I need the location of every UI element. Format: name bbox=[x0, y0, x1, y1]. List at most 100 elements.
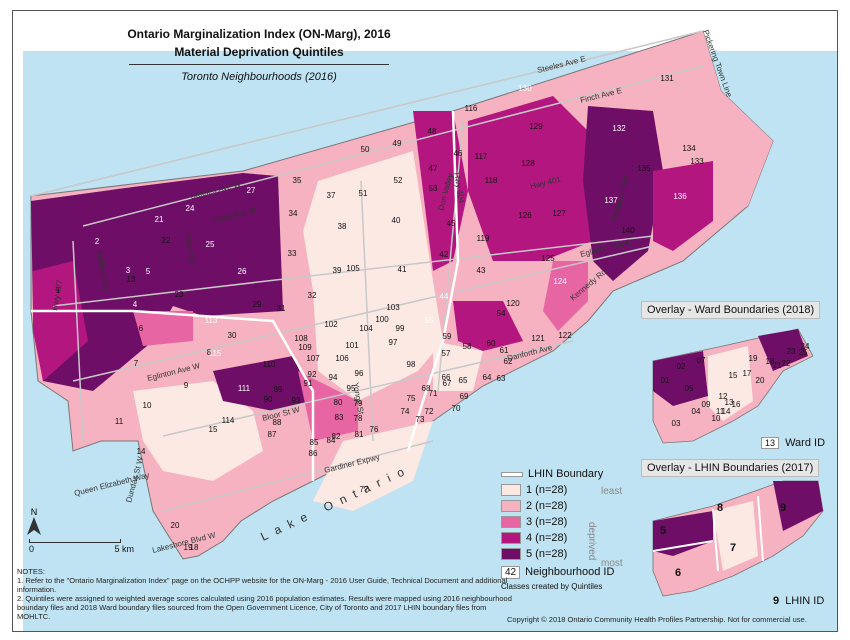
neighbourhood-id-label: 73 bbox=[416, 415, 425, 424]
lhin-boundaries bbox=[31, 110, 460, 481]
legend-q3-label: 3 (n=28) bbox=[526, 516, 568, 528]
neighbourhood-id-label: 42 bbox=[440, 250, 449, 259]
scale-labels: 0 5 km bbox=[29, 544, 134, 554]
neighbourhood-id-label: 44 bbox=[440, 292, 449, 301]
ward-id-label: 03 bbox=[672, 419, 681, 428]
legend-lhin-row: LHIN Boundary bbox=[501, 466, 641, 482]
neighbourhood-id-label: 68 bbox=[422, 384, 431, 393]
region-east-mid-q4 bbox=[453, 301, 523, 351]
lhin-id-label: 5 bbox=[660, 525, 666, 537]
ward-id-label: 09 bbox=[702, 400, 711, 409]
lhin-overlay-q5 bbox=[653, 511, 713, 556]
neighbourhood-id-label: 32 bbox=[308, 291, 317, 300]
neighbourhood-id-label: 77 bbox=[360, 485, 369, 494]
ward-id-label: 02 bbox=[677, 362, 686, 371]
neighbourhood-id-label: 1 bbox=[56, 286, 61, 295]
legend-q5-label: 5 (n=28) bbox=[526, 548, 568, 560]
neighbourhood-id-label: 124 bbox=[553, 277, 567, 286]
neighbourhood-id-label: 58 bbox=[463, 342, 472, 351]
region-sw-q1 bbox=[133, 381, 263, 481]
region-ne-q4 bbox=[653, 161, 713, 251]
neighbourhood-id-label: 121 bbox=[531, 334, 545, 343]
toronto-map: Steeles Ave E Steeles Ave W Finch Ave E … bbox=[13, 11, 837, 631]
neighbourhood-id-label: 29 bbox=[253, 300, 262, 309]
note-1: 1. Refer to the "Ontario Marginalization… bbox=[17, 576, 508, 594]
hwy427-road bbox=[72, 240, 84, 442]
legend: LHIN Boundary 1 (n=28) 2 (n=28) 3 (n=28)… bbox=[501, 466, 641, 591]
roads-layer bbox=[30, 30, 704, 512]
neighbourhood-id-label: 104 bbox=[359, 324, 373, 333]
legend-nid-box: 42 bbox=[501, 565, 521, 579]
neighbourhood-id-label: 74 bbox=[401, 407, 410, 416]
region-nw-q5 bbox=[31, 173, 283, 391]
lhin-id-label: 9 bbox=[780, 502, 786, 514]
neighbourhood-id-label: 135 bbox=[637, 164, 651, 173]
legend-q4-row: 4 (n=28) bbox=[501, 530, 641, 546]
neighbourhood-id-label: 92 bbox=[308, 370, 317, 379]
map-frame: Steeles Ave E Steeles Ave W Finch Ave E … bbox=[12, 10, 838, 632]
neighbourhood-id-label: 75 bbox=[407, 394, 416, 403]
neighbourhood-id-label: 7 bbox=[134, 359, 139, 368]
neighbourhood-id-label: 82 bbox=[332, 432, 341, 441]
neighbourhood-id-label: 120 bbox=[506, 299, 520, 308]
neighbourhood-id-label: 84 bbox=[327, 436, 336, 445]
neighbourhood-id-label: 60 bbox=[487, 339, 496, 348]
ward-id-label: 05 bbox=[685, 384, 694, 393]
ward-id-label: 07 bbox=[697, 356, 706, 365]
neighbourhood-id-label: 8 bbox=[207, 348, 212, 357]
neighbourhood-id-label: 3 bbox=[126, 266, 131, 275]
neighbourhood-id-label: 71 bbox=[429, 389, 438, 398]
neighbourhood-id-label: 55 bbox=[425, 316, 434, 325]
ward-id-label: 04 bbox=[692, 407, 701, 416]
legend-q2-label: 2 (n=28) bbox=[526, 500, 568, 512]
neighbourhood-id-label: 45 bbox=[447, 219, 456, 228]
lhin-overlay-map: 5 6 7 8 9 bbox=[652, 480, 824, 597]
neighbourhood-id-label: 136 bbox=[673, 192, 687, 201]
neighbourhood-id-label: 48 bbox=[428, 127, 437, 136]
ward-id-legend: 13 Ward ID bbox=[761, 437, 825, 449]
neighbourhood-id-label: 5 bbox=[146, 267, 151, 276]
neighbourhood-id-label: 106 bbox=[335, 354, 349, 363]
neighbourhood-id-label: 90 bbox=[264, 395, 273, 404]
neighbourhood-id-label: 37 bbox=[327, 191, 336, 200]
neighbourhood-id-label: 38 bbox=[338, 222, 347, 231]
neighbourhood-id-label: 24 bbox=[186, 204, 195, 213]
map-title-block: Ontario Marginalization Index (ON-Marg),… bbox=[109, 27, 409, 83]
legend-deprived: deprived bbox=[586, 522, 597, 561]
neighbourhood-id-label: 127 bbox=[552, 209, 566, 218]
title-rule bbox=[129, 64, 389, 65]
lhin-line-b bbox=[132, 309, 315, 481]
neighbourhood-id-label: 122 bbox=[558, 331, 572, 340]
neighbourhood-id-label: 65 bbox=[459, 376, 468, 385]
neighbourhood-id-label: 69 bbox=[460, 392, 469, 401]
legend-q2-swatch bbox=[501, 500, 521, 512]
ward-id-label: 23 bbox=[787, 347, 796, 356]
neighbourhood-id-label: 137 bbox=[604, 196, 618, 205]
yonge-road bbox=[360, 180, 374, 442]
neighbourhood-id-label: 96 bbox=[355, 369, 364, 378]
neighbourhood-id-label: 108 bbox=[294, 334, 308, 343]
lhin-id-text: LHIN ID bbox=[785, 595, 825, 607]
neighbourhood-id-label: 47 bbox=[429, 164, 438, 173]
scale-five: 5 km bbox=[114, 544, 134, 554]
lhin-id-legend: 9 LHIN ID bbox=[773, 595, 824, 607]
neighbourhood-id-label: 131 bbox=[660, 74, 674, 83]
map-subtitle: Material Deprivation Quintiles bbox=[174, 45, 344, 59]
scale-bar-line bbox=[29, 539, 121, 543]
neighbourhood-id-label: 81 bbox=[355, 430, 364, 439]
ward-id-box: 13 bbox=[761, 437, 780, 449]
neighbourhood-id-label: 140 bbox=[621, 226, 635, 235]
neighbourhood-id-label: 25 bbox=[206, 240, 215, 249]
hwy401-road bbox=[52, 235, 654, 307]
neighbourhood-id-label: 31 bbox=[277, 304, 286, 313]
notes-heading: NOTES: bbox=[17, 567, 45, 576]
neighbourhood-id-label: 64 bbox=[483, 373, 492, 382]
legend-lhin-label: LHIN Boundary bbox=[528, 468, 604, 480]
ward-id-label: 17 bbox=[743, 369, 752, 378]
ward-id-label: 11 bbox=[716, 407, 725, 416]
ward-id-label: 25 bbox=[799, 348, 808, 357]
neighbourhood-id-label: 83 bbox=[335, 413, 344, 422]
lhin-overlay-q1 bbox=[713, 501, 758, 571]
notes-block: NOTES: 1. Refer to the "Ontario Marginal… bbox=[17, 567, 517, 621]
